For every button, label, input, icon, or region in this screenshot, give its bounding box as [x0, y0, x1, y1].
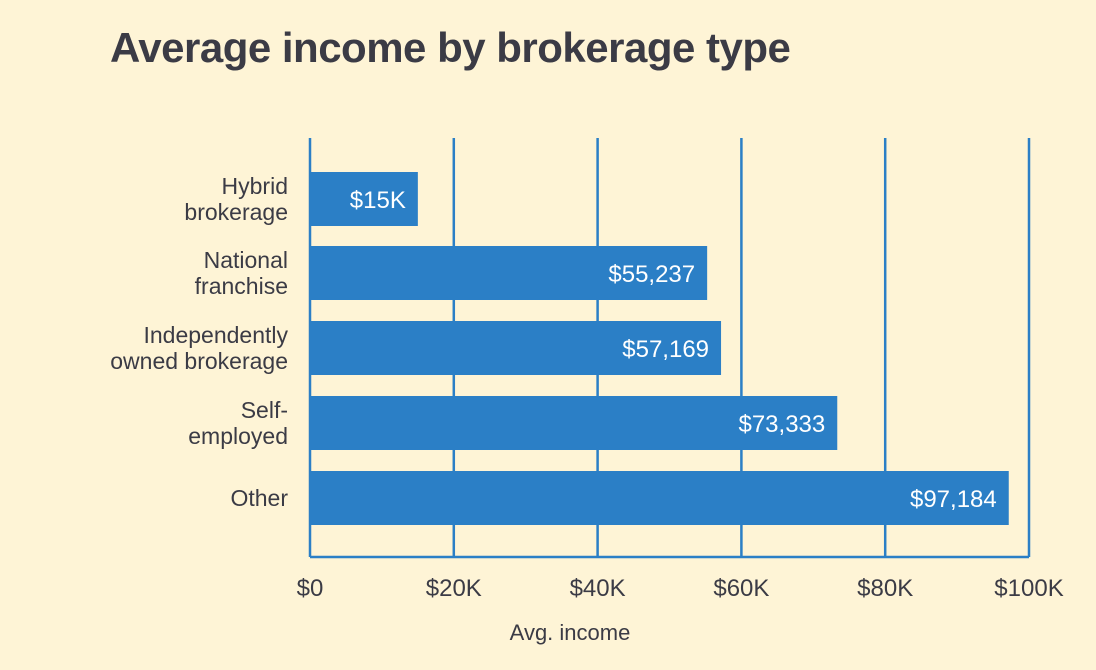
bar	[310, 321, 722, 375]
category-label: Independently owned brokerage	[110, 322, 288, 374]
bar	[310, 172, 418, 226]
bar-value-label: $15K	[350, 187, 406, 214]
bar	[310, 471, 1009, 525]
category-label: Hybrid brokerage	[184, 173, 288, 225]
x-tick-label: $20K	[426, 575, 482, 602]
bar-value-label: $73,333	[738, 411, 825, 438]
x-tick-label: $0	[297, 575, 324, 602]
chart-title: Average income by brokerage type	[110, 24, 791, 71]
x-tick-label: $40K	[570, 575, 626, 602]
x-tick-label: $60K	[713, 575, 769, 602]
category-label: Other	[230, 485, 288, 511]
bar-value-label: $55,237	[608, 261, 695, 288]
x-axis-label: Avg. income	[510, 620, 631, 645]
bar	[310, 396, 838, 450]
x-tick-label: $100K	[994, 575, 1063, 602]
category-label: National franchise	[195, 247, 288, 299]
bar-value-label: $97,184	[910, 486, 997, 513]
bar	[310, 246, 708, 300]
category-label: Self-employed	[188, 397, 288, 449]
bar-value-label: $57,169	[622, 336, 709, 363]
x-tick-label: $80K	[857, 575, 913, 602]
